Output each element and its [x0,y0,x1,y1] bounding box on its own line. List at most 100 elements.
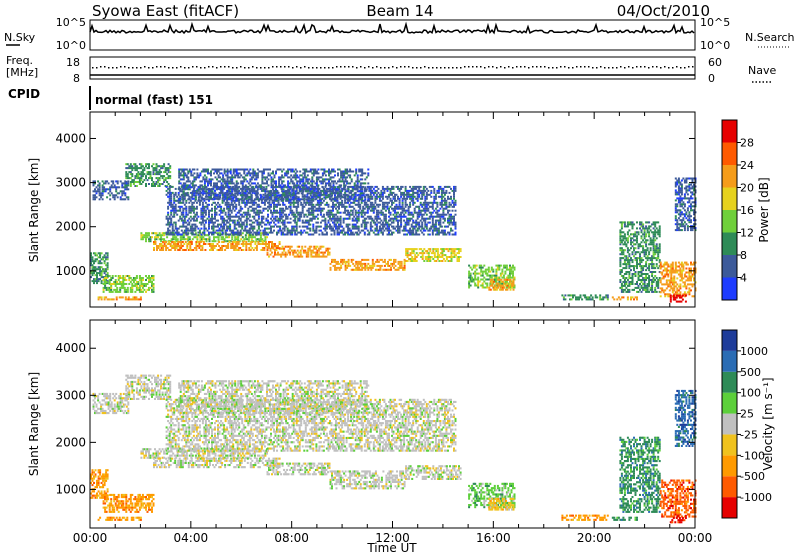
echo-cell [415,211,418,214]
echo-cell [418,233,421,236]
echo-cell [203,223,206,226]
echo-cell [451,189,454,192]
echo-cell [312,205,315,208]
echo-cell [174,191,177,194]
echo-cell [97,266,100,269]
echo-cell [374,191,377,194]
echo-cell [398,199,401,202]
echo-cell [442,248,445,251]
echo-cell [406,197,409,200]
echo-cell [210,180,212,183]
echo-cell [126,175,129,178]
echo-cell [222,194,225,197]
echo-cell [381,227,384,230]
nave-point [376,66,378,68]
echo-cell [307,203,310,206]
echo-cell [126,173,129,176]
echo-cell [421,231,424,234]
echo-cell [286,227,289,230]
echo-cell [118,296,121,299]
echo-cell [394,268,397,271]
echo-cell [456,258,459,260]
echo-cell [292,189,295,192]
echo-cell [267,168,270,171]
echo-cell [424,201,427,204]
echo-cell [424,199,427,202]
echo-cell [127,198,130,201]
echo-cell [310,201,313,204]
echo-cell [414,248,417,251]
echo-cell [198,241,201,243]
echo-cell [451,209,454,212]
echo-cell [173,195,176,198]
echo-cell [270,198,273,201]
echo-cell [264,188,267,191]
echo-cell [284,190,287,193]
echo-cell [389,219,392,222]
echo-cell [170,203,173,206]
echo-cell [271,201,274,204]
echo-cell [148,163,150,166]
echo-cell [274,223,277,226]
echo-cell [138,288,141,291]
echo-cell [360,225,363,228]
echo-cell [403,207,406,210]
echo-cell [264,198,267,201]
echo-cell [436,191,439,194]
echo-cell [289,247,292,250]
echo-cell [256,229,259,232]
echo-cell [380,231,383,234]
cpid-label: CPID [8,87,40,101]
echo-cell [357,213,360,216]
echo-cell [322,199,325,202]
echo-cell [409,260,412,262]
echo-cell [342,229,345,232]
echo-cell [319,203,322,206]
echo-cell [439,185,442,188]
echo-cell [131,175,134,178]
echo-cell [232,172,235,175]
echo-cell [169,243,172,245]
echo-cell [365,223,368,226]
nave-point [128,67,130,69]
echo-cell [151,288,153,291]
echo-cell [439,203,442,206]
echo-cell [249,245,252,247]
echo-cell [272,192,274,195]
echo-cell [419,209,422,212]
echo-cell [181,178,184,181]
echo-cell [304,245,307,248]
echo-cell [233,209,236,212]
echo-cell [229,178,232,181]
echo-cell [336,211,339,214]
echo-cell [351,219,354,222]
echo-cell [428,211,431,214]
echo-cell [431,203,434,206]
echo-cell [374,205,377,208]
echo-cell [161,183,164,185]
echo-cell [199,186,202,189]
echo-cell [268,223,271,226]
echo-cell [278,178,281,181]
echo-cell [287,249,290,252]
echo-cell [440,195,443,198]
echo-cell [104,277,107,279]
echo-cell [162,247,165,249]
echo-cell [421,217,424,220]
echo-cell [433,225,436,228]
echo-cell [404,211,407,214]
echo-cell [433,260,436,262]
echo-cell [201,219,204,222]
echo-cell [453,203,455,206]
echo-cell [456,248,459,251]
freq-tick-top: 18 [66,56,80,69]
echo-cell [171,231,174,234]
echo-cell [97,278,100,281]
echo-cell [364,268,367,271]
echo-cell [176,227,179,230]
echo-cell [236,215,239,218]
echo-cell [389,233,392,236]
echo-cell [110,277,113,279]
echo-cell [341,260,344,263]
echo-cell [244,205,247,208]
